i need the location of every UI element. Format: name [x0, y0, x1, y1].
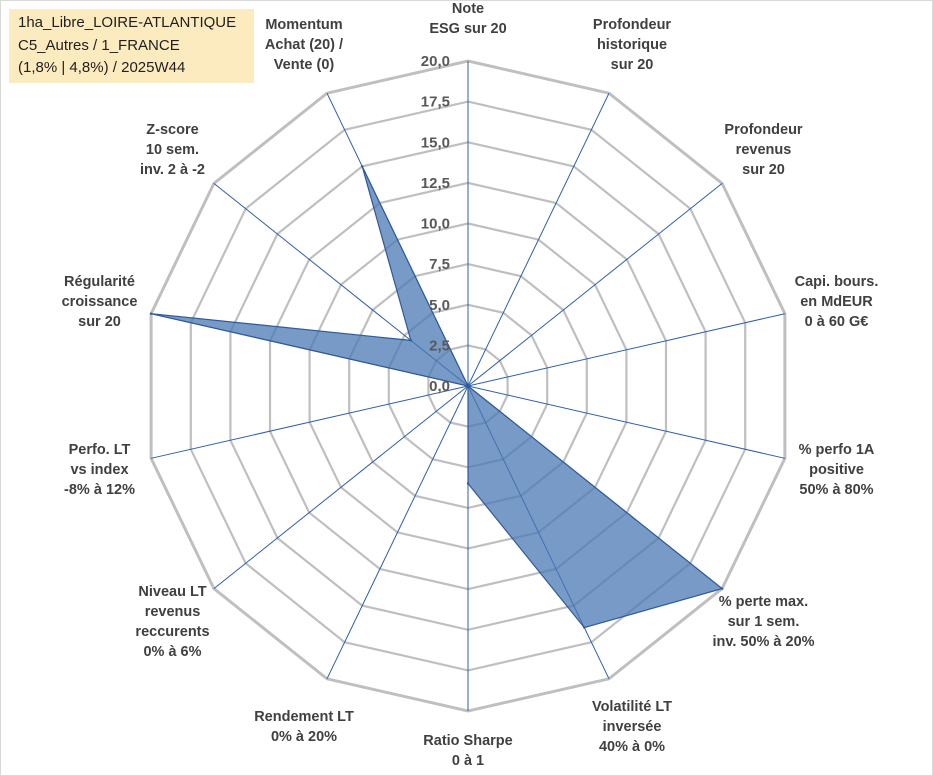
axis-label: Ratio Sharpe 0 à 1: [423, 731, 512, 771]
axis-label: Perfo. LT vs index -8% à 12%: [64, 440, 135, 500]
axis-label-line: Niveau LT: [138, 583, 207, 600]
axis-label-line: -8% à 12%: [64, 482, 135, 499]
axis-spoke: [213, 385, 469, 589]
axis-label-line: Perfo. LT: [68, 442, 131, 459]
tick-label: 10,0: [421, 216, 450, 233]
axis-label: Profondeur historique sur 20: [593, 15, 671, 75]
data-point: [466, 482, 470, 485]
axis-label-line: Régularité: [64, 273, 135, 290]
axis-label-line: % perfo 1A: [798, 442, 875, 459]
tick-label: 17,5: [421, 94, 450, 111]
axis-label-line: en MdEUR: [800, 293, 873, 310]
axis-label-line: sur 20: [78, 313, 121, 330]
data-point: [149, 312, 153, 315]
axis-label-line: 0 à 60 G€: [804, 313, 869, 330]
axis-label-line: historique: [596, 37, 668, 54]
axis-label-line: Z-score: [146, 122, 199, 139]
axis-label: Z-score 10 sem. inv. 2 à -2: [140, 120, 205, 180]
axis-label-line: Profondeur: [592, 17, 672, 34]
tick-label: 12,5: [421, 175, 450, 192]
axis-label-line: Volatilité LT: [591, 698, 673, 715]
axis-label-line: Vente (0): [273, 57, 335, 74]
axis-label-line: inv. 50% à 20%: [712, 633, 815, 650]
axis-label: Profondeur revenus sur 20: [724, 120, 802, 180]
data-point: [409, 339, 412, 342]
axis-label-line: inv. 2 à -2: [139, 162, 206, 179]
axis-label-line: sur 1 sem.: [727, 613, 800, 630]
tick-label: 0,0: [429, 378, 450, 395]
axis-label-line: sur 20: [610, 57, 654, 74]
axis-spoke: [467, 313, 786, 387]
axis-label-line: croissance: [61, 293, 138, 310]
axis-label-line: reccurents: [135, 623, 210, 640]
axis-label-line: 0% à 20%: [270, 728, 338, 745]
tick-label: 15,0: [421, 134, 450, 151]
tick-label: 2,5: [429, 337, 450, 354]
axis-label-line: vs index: [70, 462, 129, 479]
axis-label-line: positive: [809, 462, 864, 479]
axis-label: Niveau LT revenus reccurents 0% à 6%: [135, 582, 209, 662]
data-point: [466, 384, 470, 388]
tick-label: 20,0: [421, 53, 450, 70]
axis-spoke: [467, 183, 723, 387]
axis-label-line: revenus: [144, 603, 201, 620]
axis-label: Volatilité LT inversée 40% à 0%: [592, 697, 672, 757]
axis-label-line: 10 sem.: [145, 142, 200, 159]
axis-label-line: % perte max.: [718, 593, 809, 610]
axis-spoke: [326, 385, 469, 680]
axis-label: Capi. bours. en MdEUR 0 à 60 G€: [795, 272, 879, 332]
data-point: [361, 165, 364, 168]
axis-label-line: Achat (20) /: [264, 37, 344, 54]
axis-label-line: Capi. bours.: [794, 273, 879, 290]
axis-label-line: sur 20: [742, 162, 785, 179]
axis-spoke: [150, 385, 469, 459]
axis-label: Rendement LT 0% à 20%: [254, 707, 354, 747]
tick-label: 7,5: [429, 256, 450, 273]
axis-label-line: revenus: [735, 142, 792, 159]
axis-label-line: Profondeur: [724, 122, 803, 139]
axis-label-line: inversée: [602, 718, 662, 735]
axis-label-line: 50% à 80%: [799, 482, 874, 499]
axis-label-line: ESG sur 20: [429, 21, 507, 37]
axis-spoke: [467, 92, 610, 387]
axis-label: % perte max. sur 1 sem. inv. 50% à 20%: [712, 592, 814, 652]
axis-label-line: 40% à 0%: [598, 738, 666, 755]
axis-spoke: [467, 385, 786, 459]
info-box-line-3: (1,8% | 4,8%) / 2025W44: [18, 59, 186, 76]
series-area: [150, 166, 724, 629]
axis-label: Régularité croissance sur 20: [62, 272, 138, 332]
axis-label-line: 0 à 1: [451, 753, 485, 769]
info-box: 1ha_Libre_LOIRE-ATLANTIQUE C5_Autres / 1…: [9, 9, 254, 83]
axis-label: Note ESG sur 20: [429, 1, 507, 39]
axis-label-line: 0% à 6%: [143, 643, 202, 660]
axis-label-line: Momentum: [265, 17, 343, 34]
info-box-line-1: 1ha_Libre_LOIRE-ATLANTIQUE: [18, 14, 237, 31]
tick-label: 5,0: [429, 297, 450, 314]
data-point: [583, 626, 586, 629]
axis-label: Momentum Achat (20) / Vente (0): [265, 15, 343, 75]
axis-label: % perfo 1A positive 50% à 80%: [799, 440, 875, 500]
data-point: [720, 587, 724, 590]
info-box-line-2: C5_Autres / 1_FRANCE: [18, 36, 180, 54]
axis-label-line: Rendement LT: [254, 708, 354, 725]
axis-label-line: Ratio Sharpe: [423, 733, 513, 749]
axis-label-line: Note: [451, 1, 485, 17]
